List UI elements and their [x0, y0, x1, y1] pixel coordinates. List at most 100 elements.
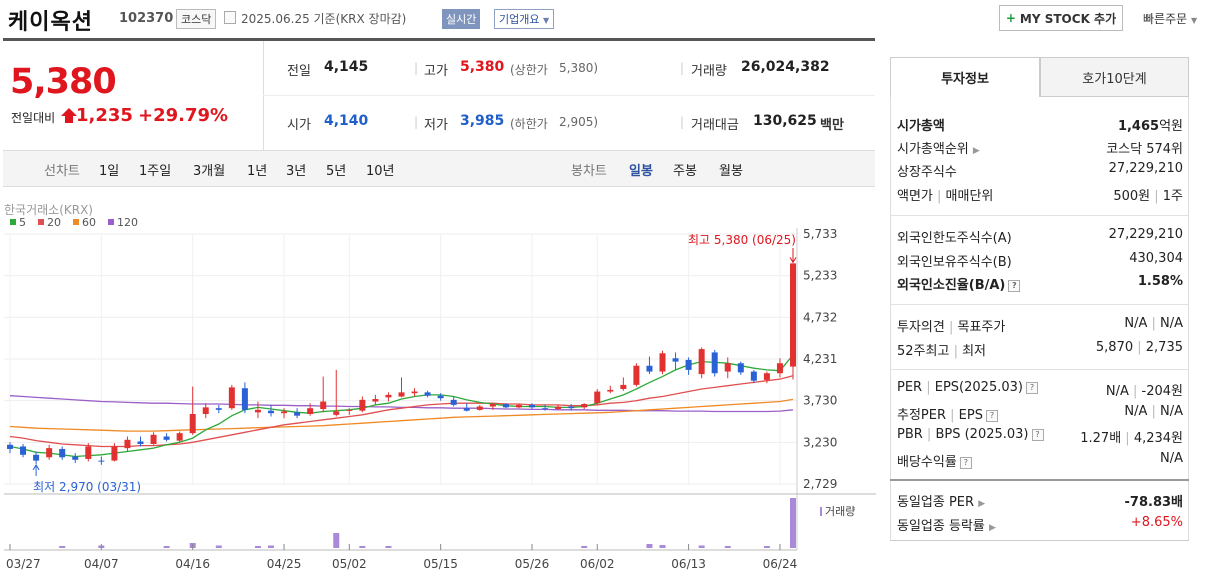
industry-change-label[interactable]: 동일업종 등락률 ▶ — [897, 515, 996, 534]
help-icon[interactable]: ? — [1031, 428, 1044, 441]
realtime-button[interactable]: 실시간 — [442, 9, 481, 29]
candle-body — [85, 446, 92, 459]
candle-monthly[interactable]: 월봉 — [719, 164, 743, 179]
industry-per-label[interactable]: 동일업종 PER ▶ — [897, 491, 985, 510]
week52-high-number: 5,870 — [1095, 340, 1134, 355]
price-chart[interactable]: 한국거래소(KRX) 5 20 60 120 최고 5,380 (06/25) 최저 2… — [0, 188, 876, 574]
candle-body — [737, 363, 744, 373]
period-5y[interactable]: 5년 — [326, 164, 347, 179]
y-tick-label: 2,729 — [803, 477, 837, 491]
candle-body — [659, 353, 666, 372]
foreign-ratio-text: 외국인소진율(B/A) — [897, 278, 1006, 293]
help-icon[interactable]: ? — [959, 456, 972, 469]
side-panel-border — [890, 97, 891, 541]
bps-text: BPS (2025.03) — [935, 427, 1029, 442]
help-icon[interactable]: ? — [985, 409, 998, 422]
candle-body — [385, 394, 392, 398]
pbr-number: 1.27배 — [1080, 431, 1122, 446]
quick-order-button[interactable]: 빠른주문 ▼ — [1143, 10, 1197, 27]
industry-change-text: 동일업종 등락률 — [897, 519, 985, 534]
y-tick-label: 4,732 — [803, 310, 837, 324]
industry-change-value: +8.65% — [1130, 515, 1183, 530]
divider: | — [1147, 316, 1160, 331]
candle-body — [698, 349, 705, 375]
candle-body — [437, 395, 444, 399]
min-price-label: 최저 2,970 (03/31) — [33, 480, 141, 494]
x-tick-label: 06/24 — [763, 557, 798, 571]
candle-body — [228, 387, 235, 409]
legend-swatch-60 — [73, 219, 79, 225]
candle-body — [594, 391, 601, 404]
quick-order-label: 빠른주문 — [1143, 12, 1188, 26]
candle-body — [776, 363, 783, 374]
low-label: 저가 — [424, 118, 448, 133]
up-arrow-icon — [61, 108, 77, 116]
divider: | — [1128, 384, 1142, 399]
candle-body — [72, 456, 79, 460]
company-overview-dropdown[interactable]: 기업개요 ▼ — [494, 9, 555, 29]
volume-bar — [215, 545, 222, 548]
candle-body — [59, 448, 66, 458]
y-tick-label: 3,230 — [803, 435, 837, 449]
divider: | — [1150, 189, 1163, 204]
candle-body — [502, 404, 509, 408]
change-rate: +29.79% — [138, 105, 229, 126]
foreign-limit-label: 외국인한도주식수(A) — [897, 231, 1012, 246]
candle-body — [581, 404, 588, 408]
stock-code: 102370 — [119, 11, 174, 26]
par-value-number: 500원 — [1113, 189, 1151, 204]
period-1y[interactable]: 1년 — [247, 164, 268, 179]
y-axis-labels: 5,733 5,233 4,732 4,231 3,730 3,230 2,729 — [803, 227, 837, 491]
foreign-holding-value: 430,304 — [1129, 251, 1183, 266]
y-tick-label: 5,233 — [803, 269, 837, 283]
period-3m[interactable]: 3개월 — [193, 164, 226, 179]
x-tick-label: 04/16 — [175, 557, 210, 571]
change-label: 전일대비 — [11, 111, 56, 125]
eps-text: EPS(2025.03) — [934, 380, 1023, 395]
period-3y[interactable]: 3년 — [286, 164, 307, 179]
volume-bar — [359, 546, 366, 548]
par-value-value: 500원 | 1주 — [1113, 185, 1183, 204]
tab-investment-info[interactable]: 투자정보 — [890, 57, 1040, 97]
est-eps-number: N/A — [1160, 404, 1183, 419]
header-divider — [3, 38, 875, 41]
market-cap-rank-label[interactable]: 시가총액순위 ▶ — [897, 138, 980, 157]
stock-name: 케이옥션 — [8, 10, 93, 35]
ma5-line — [9, 354, 794, 458]
tab-orderbook[interactable]: 호가10단계 — [1040, 57, 1189, 97]
legend-swatch-20 — [38, 219, 44, 225]
candle-body — [7, 444, 13, 449]
candle-daily[interactable]: 일봉 — [629, 164, 653, 179]
period-10y[interactable]: 10년 — [366, 164, 395, 179]
candle-body — [529, 404, 535, 408]
candles — [7, 263, 796, 465]
market-cap-unit: 억원 — [1159, 119, 1183, 134]
x-axis-labels: 03/27 04/07 04/16 04/25 05/02 05/15 05/26 06/02… — [6, 544, 797, 571]
market-cap-number: 1,465 — [1117, 119, 1160, 134]
volume-bar — [790, 498, 796, 548]
candle-body — [450, 399, 457, 405]
week52-high-text: 52주최고 — [897, 344, 950, 359]
candle-body — [607, 389, 614, 392]
opinion-label: 투자의견 | 목표주가 — [897, 316, 1005, 335]
period-1w[interactable]: 1주일 — [139, 164, 172, 179]
side-panel-tabs: 투자정보 호가10단계 — [890, 57, 1189, 97]
price-summary — [3, 41, 875, 151]
market-cap-rank-value: 코스닥 574위 — [1106, 142, 1183, 157]
high-value: 5,380 — [460, 59, 505, 75]
candle-body — [46, 448, 53, 458]
volume-label: 거래량 — [691, 64, 727, 79]
line-chart-label: 선차트 — [44, 164, 80, 179]
help-icon[interactable]: ? — [1008, 279, 1021, 292]
candle-body — [33, 454, 40, 461]
divider: | — [944, 320, 958, 335]
help-icon[interactable]: ? — [1025, 381, 1038, 394]
ma60-line — [9, 398, 794, 432]
mystock-add-button[interactable]: + MY STOCK 추가 — [999, 5, 1123, 31]
candle-body — [111, 446, 118, 461]
est-per-number: N/A — [1124, 404, 1148, 419]
chart-grid — [4, 228, 876, 551]
candle-weekly[interactable]: 주봉 — [673, 164, 697, 179]
chart-annotations: 최고 5,380 (06/25) 최저 2,970 (03/31) — [32, 233, 797, 494]
period-1d[interactable]: 1일 — [99, 164, 120, 179]
